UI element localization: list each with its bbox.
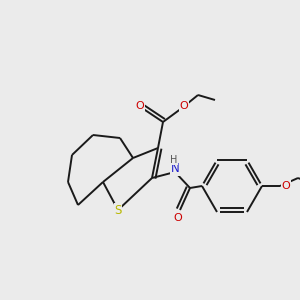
Text: S: S: [114, 203, 122, 217]
Text: O: O: [282, 181, 290, 191]
Text: O: O: [174, 213, 182, 223]
Text: O: O: [136, 101, 144, 111]
Text: N: N: [171, 163, 179, 176]
Text: H: H: [170, 155, 178, 165]
Text: O: O: [180, 101, 188, 111]
